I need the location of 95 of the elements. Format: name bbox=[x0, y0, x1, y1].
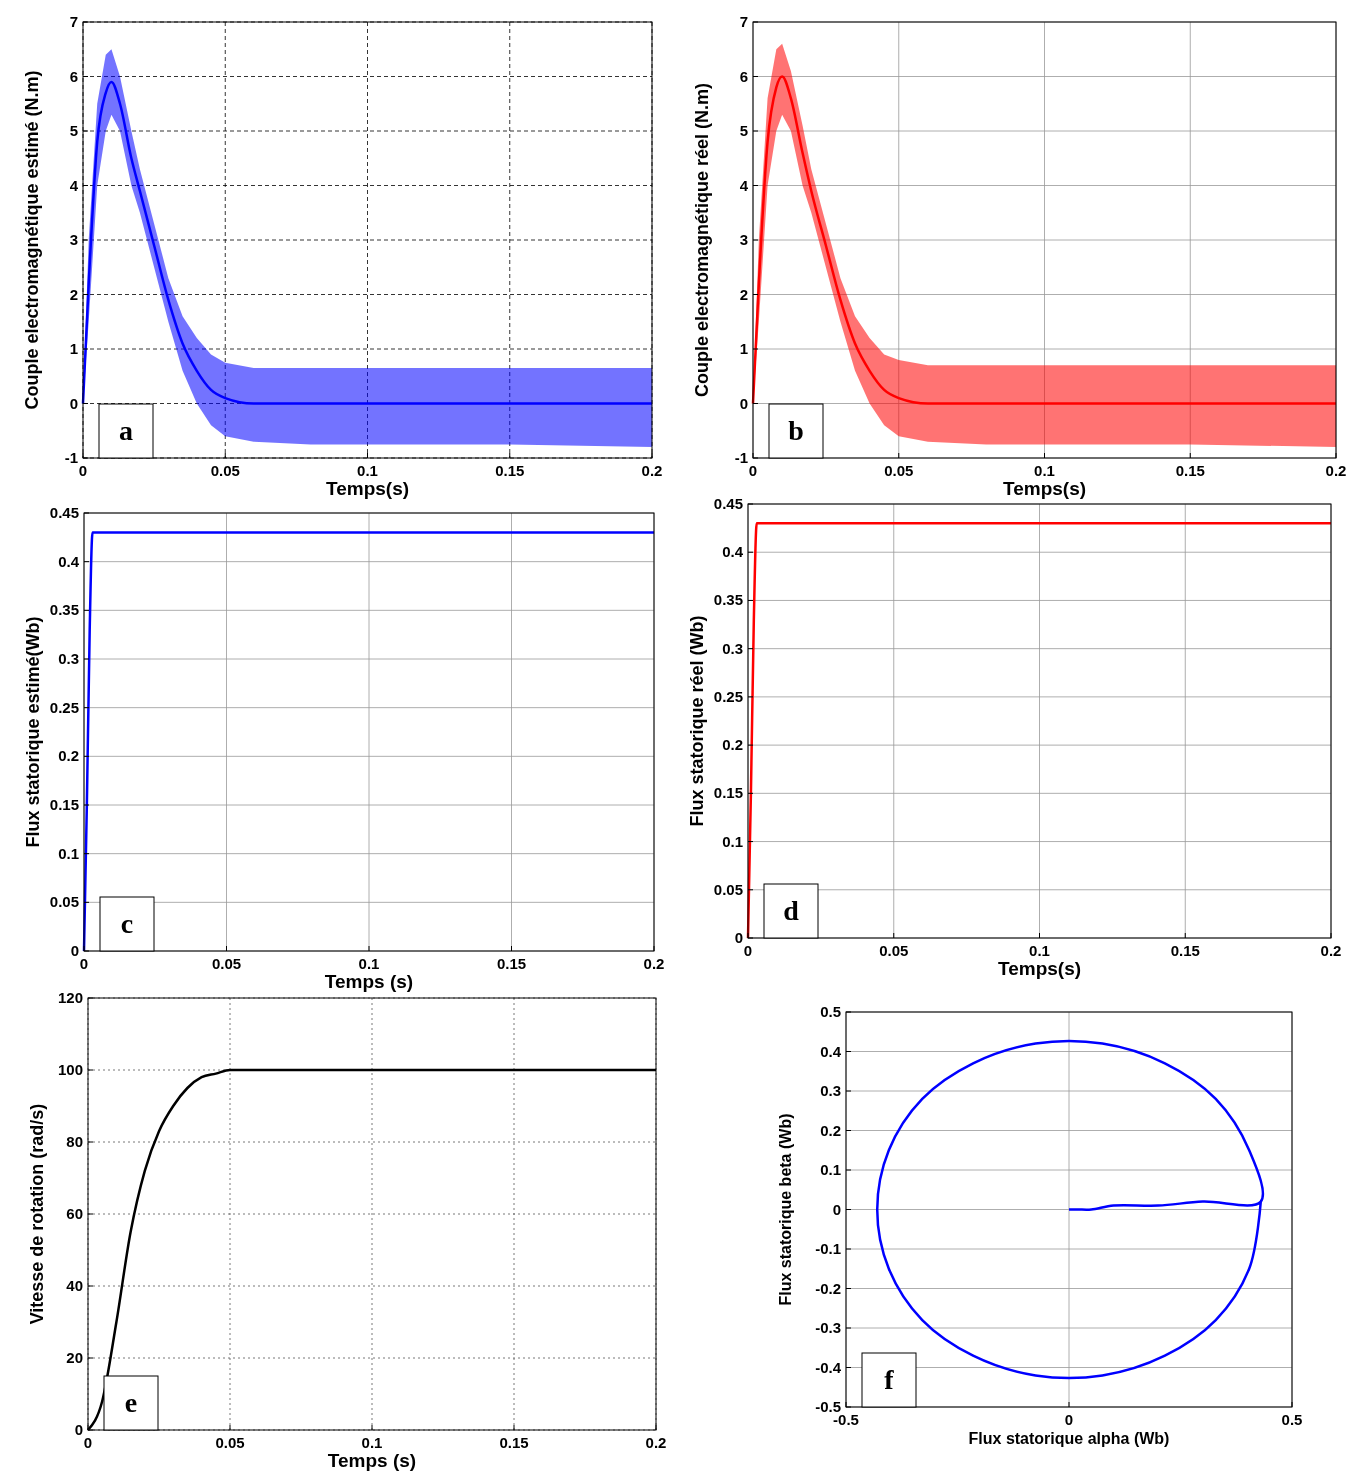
x-tick-label: 0.05 bbox=[210, 462, 240, 479]
y-tick-label: 0.4 bbox=[58, 552, 80, 570]
x-tick-label: 0.1 bbox=[358, 955, 380, 972]
y-axis-title: Couple electromagnétique estimé (N.m) bbox=[22, 70, 42, 410]
y-tick-label: 0.45 bbox=[713, 495, 743, 512]
annotation: e bbox=[124, 1387, 138, 1418]
y-tick-label: 0.2 bbox=[722, 736, 743, 754]
y-axis-title: Flux statorique beta (Wb) bbox=[777, 1113, 794, 1306]
x-tick-label: 0 bbox=[1064, 1411, 1074, 1428]
x-axis-title: Temps (s) bbox=[327, 1450, 417, 1471]
line-series bbox=[81, 80, 654, 405]
y-tick-label: 0.3 bbox=[722, 639, 743, 657]
y-tick-label: 6 bbox=[739, 67, 748, 85]
x-tick-label: 0.5 bbox=[1281, 1411, 1303, 1428]
x-axis-title: Flux statorique alpha (Wb) bbox=[968, 1430, 1170, 1447]
y-tick-label: -0.4 bbox=[815, 1358, 842, 1376]
y-tick-label: 2 bbox=[69, 285, 78, 303]
y-tick-label: 0 bbox=[832, 1200, 841, 1218]
line-series bbox=[751, 75, 1338, 405]
y-tick-label: 1 bbox=[739, 340, 748, 357]
y-axis-title: Flux statorique estimé(Wb) bbox=[23, 616, 43, 848]
y-tick-label: 100 bbox=[57, 1061, 83, 1078]
x-tick-label: 0.05 bbox=[884, 462, 914, 479]
x-axis-title: Temps(s) bbox=[325, 478, 410, 499]
x-tick-label: 0.2 bbox=[1320, 942, 1342, 959]
x-tick-label: 0.2 bbox=[643, 955, 665, 972]
x-tick-label: 0.1 bbox=[1029, 942, 1050, 959]
x-axis-title: Temps(s) bbox=[997, 958, 1082, 979]
y-tick-label: 0.4 bbox=[722, 543, 744, 561]
y-tick-label: 7 bbox=[69, 13, 78, 30]
y-tick-label: 20 bbox=[66, 1349, 83, 1366]
y-tick-label: 0.35 bbox=[49, 601, 79, 619]
x-tick-label: 0.2 bbox=[1325, 462, 1347, 479]
y-tick-label: 0.25 bbox=[49, 698, 79, 716]
y-tick-label: 5 bbox=[739, 122, 748, 139]
y-tick-label: 4 bbox=[739, 176, 749, 194]
y-tick-label: 0.3 bbox=[820, 1082, 841, 1099]
y-tick-label: 0.35 bbox=[713, 591, 743, 609]
y-tick-label: 0.2 bbox=[820, 1121, 841, 1139]
y-tick-label: 0.45 bbox=[49, 504, 79, 521]
x-tick-label: 0.2 bbox=[645, 1434, 667, 1451]
y-axis-title: Couple electromagnétique réel (N.m) bbox=[692, 82, 712, 398]
y-tick-label: 0.5 bbox=[820, 1003, 841, 1020]
x-tick-label: 0.15 bbox=[1170, 942, 1200, 959]
y-tick-label: 80 bbox=[66, 1133, 83, 1150]
y-tick-label: 0.05 bbox=[713, 880, 743, 898]
y-tick-label: 0.1 bbox=[722, 832, 743, 850]
y-tick-label: 6 bbox=[69, 67, 78, 85]
y-tick-label: 120 bbox=[57, 989, 83, 1006]
y-tick-label: -0.3 bbox=[815, 1319, 841, 1336]
x-tick-label: 0.15 bbox=[499, 1434, 529, 1451]
y-axis-title: Vitesse de rotation (rad/s) bbox=[27, 1103, 47, 1325]
y-axis-title: Flux statorique réel (Wb) bbox=[687, 615, 707, 827]
x-tick-label: 0.15 bbox=[495, 462, 525, 479]
y-tick-label: 60 bbox=[66, 1205, 83, 1222]
y-tick-label: 0.05 bbox=[49, 893, 79, 911]
y-tick-label: 0.4 bbox=[820, 1042, 842, 1060]
x-tick-label: 0.15 bbox=[1175, 462, 1205, 479]
y-tick-label: 7 bbox=[739, 13, 748, 30]
x-tick-label: 0.05 bbox=[211, 955, 242, 972]
y-tick-label: 0 bbox=[69, 394, 78, 412]
y-tick-label: 0 bbox=[739, 394, 748, 412]
annotation: a bbox=[119, 415, 133, 446]
x-tick-label: 0.1 bbox=[361, 1434, 383, 1451]
y-tick-label: 0.15 bbox=[49, 796, 79, 813]
y-tick-label: 4 bbox=[69, 176, 79, 194]
x-tick-label: 0.2 bbox=[641, 462, 663, 479]
y-tick-label: 0.3 bbox=[58, 650, 79, 667]
y-tick-label: -0.2 bbox=[815, 1279, 841, 1297]
y-tick-label: 1 bbox=[69, 340, 78, 357]
y-tick-label: 3 bbox=[739, 231, 748, 248]
y-tick-label: 0.1 bbox=[58, 844, 79, 862]
y-tick-label: -1 bbox=[734, 449, 748, 466]
y-tick-label: -0.1 bbox=[815, 1240, 841, 1257]
y-tick-label: 3 bbox=[69, 231, 78, 248]
y-tick-label: 0.2 bbox=[58, 747, 79, 765]
x-tick-label: 0.1 bbox=[357, 462, 378, 479]
y-tick-label: 0 bbox=[734, 929, 743, 946]
y-tick-label: 0.25 bbox=[713, 687, 743, 705]
annotation: d bbox=[783, 895, 800, 926]
annotation: b bbox=[788, 415, 804, 446]
x-tick-label: 0.05 bbox=[215, 1434, 245, 1451]
y-tick-label: 0.15 bbox=[713, 784, 743, 802]
x-tick-label: 0.05 bbox=[879, 942, 909, 959]
x-tick-label: 0.1 bbox=[1034, 462, 1055, 479]
y-tick-label: 5 bbox=[69, 122, 78, 139]
x-axis-title: Temps(s) bbox=[1002, 478, 1087, 499]
y-tick-label: 40 bbox=[66, 1277, 83, 1294]
x-tick-label: 0.15 bbox=[496, 955, 527, 972]
y-tick-label: 0.1 bbox=[820, 1161, 841, 1178]
y-tick-label: -1 bbox=[64, 449, 78, 466]
annotation: f bbox=[884, 1364, 895, 1395]
x-axis-title: Temps (s) bbox=[324, 971, 414, 992]
y-tick-label: 2 bbox=[739, 285, 748, 303]
annotation: c bbox=[120, 908, 134, 939]
